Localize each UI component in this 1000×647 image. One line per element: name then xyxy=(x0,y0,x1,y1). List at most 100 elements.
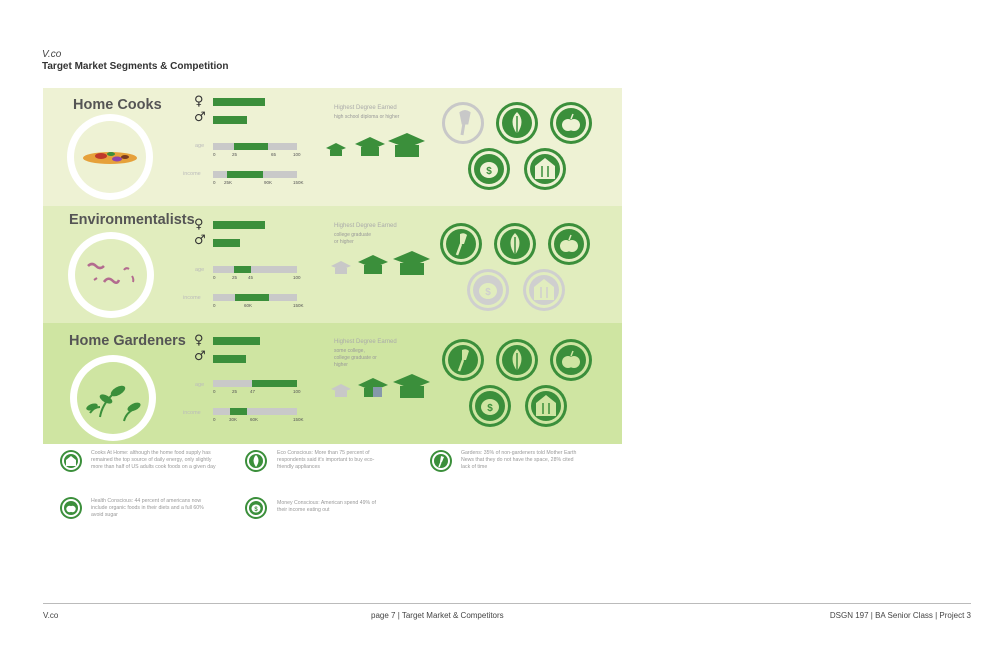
income-tick: 30K xyxy=(229,417,238,422)
income-range-fill xyxy=(235,294,269,301)
pizza-icon xyxy=(83,152,137,164)
segment-title: Home Gardeners xyxy=(69,333,186,349)
segment-illustration xyxy=(67,114,153,200)
money-icon: $ xyxy=(469,385,511,427)
income-tick: 60K xyxy=(250,417,259,422)
legend-eco-conscious: Eco Conscious: More than 75 percent of r… xyxy=(277,450,375,470)
svg-text:$: $ xyxy=(487,403,493,414)
income-label: income xyxy=(183,171,201,177)
female-icon: ♀ xyxy=(194,94,204,109)
graduation-caps xyxy=(331,251,430,275)
worms-icon xyxy=(87,262,135,284)
male-icon: ♂ xyxy=(194,349,206,364)
age-range-fill xyxy=(252,380,297,387)
svg-text:$: $ xyxy=(254,507,258,513)
shovel-icon xyxy=(430,450,452,472)
income-label: income xyxy=(183,295,201,301)
footer-course-info: DSGN 197 | BA Senior Class | Project 3 xyxy=(829,611,971,620)
graduation-caps xyxy=(326,133,425,157)
shovel-icon xyxy=(442,102,484,144)
age-range-track xyxy=(213,266,297,273)
age-tick: 0 xyxy=(213,389,216,394)
home-icon xyxy=(525,385,567,427)
age-tick: 25 xyxy=(232,389,238,394)
age-tick: 100 xyxy=(293,389,301,394)
home-icon xyxy=(524,148,566,190)
age-tick: 100 xyxy=(293,152,301,157)
income-tick: 150K xyxy=(293,417,304,422)
male-bar xyxy=(213,116,247,124)
female-icon: ♀ xyxy=(194,333,204,348)
age-tick: 25 xyxy=(232,275,238,280)
leaf-icon xyxy=(496,339,538,381)
degree-heading: Highest Degree Earned xyxy=(334,105,397,111)
degree-value: some college, xyxy=(334,348,365,354)
money-icon: $ xyxy=(468,148,510,190)
female-bar xyxy=(213,221,265,229)
female-bar xyxy=(213,337,260,345)
degree-value: higher xyxy=(334,362,348,368)
income-label: income xyxy=(183,410,201,416)
segment-title: Environmentalists xyxy=(69,212,195,228)
age-tick: 0 xyxy=(213,152,216,157)
brand-name: V.co xyxy=(42,49,62,60)
apple-icon xyxy=(550,102,592,144)
age-tick: 47 xyxy=(250,389,256,394)
male-icon: ♂ xyxy=(194,233,206,248)
money-icon: $ xyxy=(467,269,509,311)
svg-text:$: $ xyxy=(485,287,491,298)
degree-value: college graduate or xyxy=(334,355,377,361)
segment-panel-home-gardeners: Home Gardeners ♀ ♂ age 0 25 47 100 incom… xyxy=(43,323,622,444)
male-icon: ♂ xyxy=(194,110,206,125)
income-range-fill xyxy=(227,171,264,178)
income-range-track xyxy=(213,408,297,415)
home-icon xyxy=(60,450,82,472)
leaf-icon xyxy=(245,450,267,472)
degree-heading: Highest Degree Earned xyxy=(334,223,397,229)
legend-cooks-at-home: Cooks At Home: although the home food su… xyxy=(91,450,216,470)
legend-gardens: Gardens: 35% of non-gardeners told Mothe… xyxy=(461,450,577,470)
degree-heading: Highest Degree Earned xyxy=(334,339,397,345)
age-range-fill xyxy=(234,266,251,273)
income-tick: 0 xyxy=(213,303,216,308)
age-tick: 65 xyxy=(271,152,277,157)
income-tick: 0 xyxy=(213,180,216,185)
graduation-caps xyxy=(331,374,430,398)
degree-value: high school diploma or higher xyxy=(334,114,400,120)
page-title: Target Market Segments & Competition xyxy=(42,61,229,72)
age-range-fill xyxy=(234,143,268,150)
male-bar xyxy=(213,239,241,247)
leaf-icon xyxy=(496,102,538,144)
apple-icon xyxy=(60,497,82,519)
shovel-icon xyxy=(442,339,484,381)
svg-text:$: $ xyxy=(486,166,492,177)
segment-title: Home Cooks xyxy=(73,97,162,113)
income-tick: 150K xyxy=(293,180,304,185)
footer-divider xyxy=(43,603,971,604)
shovel-icon xyxy=(440,223,482,265)
segment-panel-environmentalists: Environmentalists ♀ ♂ age 0 25 45 100 in… xyxy=(43,206,622,323)
legend-money-conscious: Money Conscious: American spend 49% of t… xyxy=(277,500,376,513)
income-tick: 90K xyxy=(264,180,273,185)
income-tick: 60K xyxy=(244,303,253,308)
degree-value: college graduate xyxy=(334,232,371,238)
footer-brand: V.co xyxy=(43,611,59,620)
home-icon xyxy=(523,269,565,311)
footer-page-info: page 7 | Target Market & Competitors xyxy=(371,611,504,620)
income-tick: 0 xyxy=(213,417,216,422)
age-label: age xyxy=(195,267,205,273)
age-tick: 0 xyxy=(213,275,216,280)
apple-icon xyxy=(548,223,590,265)
age-tick: 25 xyxy=(232,152,238,157)
legend-health-conscious: Health Conscious: 44 percent of american… xyxy=(91,498,204,518)
age-tick: 45 xyxy=(248,275,254,280)
degree-value: or higher xyxy=(334,239,354,245)
segment-illustration xyxy=(68,232,154,318)
female-bar xyxy=(213,98,265,106)
income-tick: 150K xyxy=(293,303,304,308)
female-icon: ♀ xyxy=(194,217,204,232)
money-icon: $ xyxy=(245,497,267,519)
male-bar xyxy=(213,355,246,363)
income-range-fill xyxy=(229,408,247,415)
segment-panel-home-cooks: Home Cooks ♀ ♂ age 0 25 65 100 income 0 … xyxy=(43,88,622,206)
